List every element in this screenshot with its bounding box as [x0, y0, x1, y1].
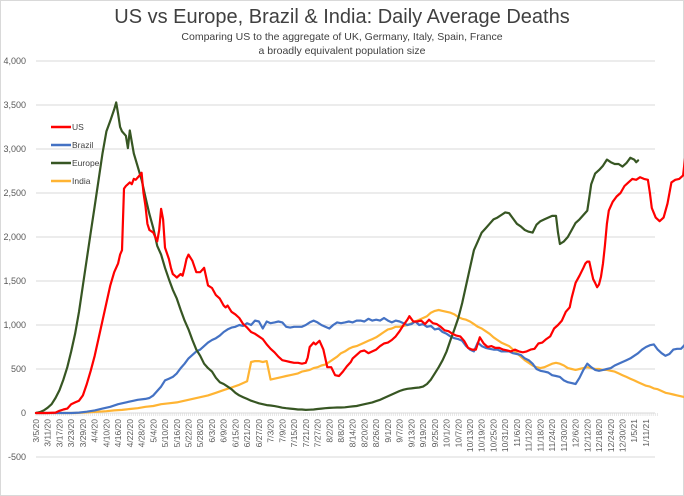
x-tick-label: 7/27/20 — [313, 419, 323, 448]
y-tick-label: 500 — [11, 364, 26, 374]
x-tick-label: 12/6/20 — [571, 419, 581, 448]
series-line-europe — [34, 101, 640, 415]
x-tick-label: 9/19/20 — [418, 419, 428, 448]
chart-title: US vs Europe, Brazil & India: Daily Aver… — [114, 6, 570, 28]
series-line-us — [34, 157, 684, 415]
x-tick-label: 4/28/20 — [137, 419, 147, 448]
y-tick-label: 3,000 — [3, 144, 26, 154]
x-tick-label: 9/25/20 — [430, 419, 440, 448]
series-line-brazil — [34, 316, 684, 415]
x-tick-label: 6/21/20 — [242, 419, 252, 448]
x-tick-label: 10/7/20 — [453, 419, 463, 448]
x-tick-label: 7/21/20 — [301, 419, 311, 448]
x-tick-label: 5/10/20 — [160, 419, 170, 448]
x-tick-label: 5/22/20 — [183, 419, 193, 448]
y-tick-label: 0 — [21, 408, 26, 418]
y-tick-label: 3,500 — [3, 100, 26, 110]
x-tick-label: 8/8/20 — [336, 419, 346, 443]
series-line-india — [34, 308, 684, 415]
y-tick-label: 2,500 — [3, 188, 26, 198]
x-tick-label: 4/10/20 — [101, 419, 111, 448]
y-tick-label: 1,000 — [3, 320, 26, 330]
x-tick-label: 6/3/20 — [207, 419, 217, 443]
x-tick-label: 11/6/20 — [512, 419, 522, 447]
x-tick-label: 11/18/20 — [535, 419, 545, 452]
x-tick-label: 10/25/20 — [488, 419, 498, 452]
x-tick-label: 6/9/20 — [219, 419, 229, 443]
x-tick-label: 12/30/20 — [618, 419, 628, 452]
x-tick-label: 1/5/21 — [629, 419, 639, 443]
series-lines — [34, 101, 684, 415]
legend-label-india: India — [72, 176, 91, 186]
x-tick-label: 10/19/20 — [477, 419, 487, 452]
chart-subtitle-line-2: a broadly equivalent population size — [258, 45, 426, 57]
y-axis: -500 0 500 1,000 1,500 2,000 2,500 3,000 3,500 4,… — [3, 56, 26, 462]
x-tick-label: 9/13/20 — [406, 419, 416, 448]
x-tick-label: 8/2/20 — [324, 419, 334, 443]
x-tick-label: 12/18/20 — [594, 419, 604, 452]
x-tick-label: 12/12/20 — [582, 419, 592, 452]
x-tick-label: 7/15/20 — [289, 419, 299, 448]
x-tick-label: 6/15/20 — [230, 419, 240, 448]
x-tick-label: 4/22/20 — [125, 419, 135, 448]
y-tick-label: 4,000 — [3, 56, 26, 66]
y-tick-label: 1,500 — [3, 276, 26, 286]
x-tick-label: 5/28/20 — [195, 419, 205, 448]
x-tick-label: 7/9/20 — [277, 419, 287, 443]
x-tick-label: 12/24/20 — [606, 419, 616, 452]
x-tick-label: 5/4/20 — [148, 419, 158, 443]
x-tick-label: 9/7/20 — [395, 419, 405, 443]
chart-subtitle-line-1: Comparing US to the aggregate of UK, Ger… — [181, 31, 503, 43]
y-tick-label: 2,000 — [3, 232, 26, 242]
x-axis: 3/5/20 3/11/20 3/17/20 3/23/20 3/29/20 4/4/20… — [31, 412, 658, 452]
legend-label-europe: Europe — [72, 158, 100, 168]
x-tick-label: 5/16/20 — [172, 419, 182, 448]
x-tick-label: 10/13/20 — [465, 419, 475, 452]
legend-label-brazil: Brazil — [72, 140, 93, 150]
x-tick-label: 10/1/20 — [442, 419, 452, 448]
x-tick-label: 6/27/20 — [254, 419, 264, 448]
x-tick-label: 3/29/20 — [78, 419, 88, 448]
legend: US Brazil Europe India — [51, 122, 100, 186]
x-tick-label: 9/1/20 — [383, 419, 393, 443]
x-tick-label: 3/17/20 — [54, 419, 64, 448]
x-tick-label: 4/16/20 — [113, 419, 123, 448]
x-tick-label: 8/14/20 — [348, 419, 358, 448]
gridlines — [36, 60, 655, 458]
x-tick-label: 10/31/20 — [500, 419, 510, 452]
y-tick-label: -500 — [8, 452, 26, 462]
x-tick-label: 8/20/20 — [359, 419, 369, 448]
x-tick-label: 11/12/20 — [524, 419, 534, 452]
x-tick-label: 3/11/20 — [43, 419, 53, 447]
x-tick-label: 1/11/21 — [641, 419, 651, 447]
x-tick-label: 3/5/20 — [31, 419, 41, 443]
legend-label-us: US — [72, 122, 84, 132]
x-tick-label: 3/23/20 — [66, 419, 76, 448]
x-tick-label: 11/30/20 — [559, 419, 569, 452]
x-tick-label: 4/4/20 — [90, 419, 100, 443]
x-tick-label: 7/3/20 — [266, 419, 276, 443]
x-tick-label: 11/24/20 — [547, 419, 557, 452]
x-tick-label: 8/26/20 — [371, 419, 381, 448]
